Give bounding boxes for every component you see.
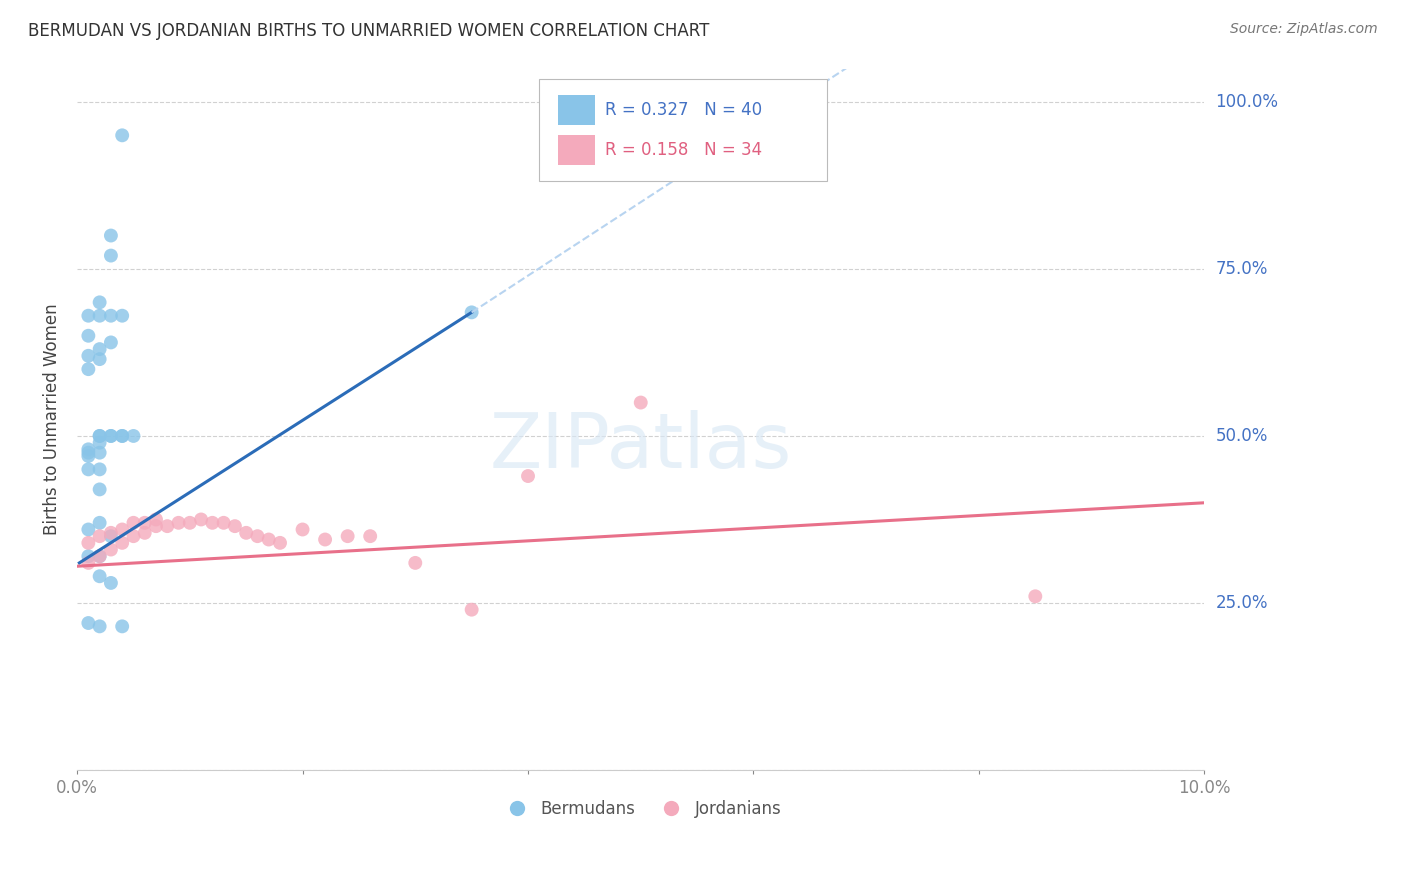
Point: [460, 602, 482, 616]
Point: [212, 516, 235, 530]
Point: [89, 569, 111, 583]
Point: [269, 536, 291, 550]
Text: 75.0%: 75.0%: [1216, 260, 1268, 278]
Text: R = 0.327   N = 40: R = 0.327 N = 40: [605, 101, 762, 119]
FancyBboxPatch shape: [540, 79, 827, 181]
Point: [167, 516, 190, 530]
Point: [77, 549, 100, 564]
Text: ZIPatlas: ZIPatlas: [489, 410, 792, 484]
Point: [224, 519, 246, 533]
Point: [111, 619, 134, 633]
Text: 50.0%: 50.0%: [1216, 427, 1268, 445]
Point: [89, 352, 111, 367]
Point: [100, 529, 122, 543]
Point: [89, 445, 111, 459]
Point: [100, 249, 122, 263]
Point: [235, 525, 257, 540]
Point: [77, 445, 100, 459]
Point: [134, 525, 156, 540]
Point: [77, 349, 100, 363]
Point: [122, 429, 145, 443]
Point: [100, 576, 122, 591]
Point: [460, 305, 482, 319]
Point: [111, 429, 134, 443]
Legend: Bermudans, Jordanians: Bermudans, Jordanians: [494, 794, 789, 825]
Point: [89, 429, 111, 443]
Point: [179, 516, 201, 530]
Point: [89, 549, 111, 564]
Point: [145, 512, 167, 526]
Point: [246, 529, 269, 543]
Point: [156, 519, 179, 533]
Text: R = 0.158   N = 34: R = 0.158 N = 34: [605, 141, 762, 159]
Point: [89, 295, 111, 310]
Text: 100.0%: 100.0%: [1216, 93, 1278, 111]
Point: [111, 309, 134, 323]
Point: [122, 516, 145, 530]
Point: [359, 529, 381, 543]
Y-axis label: Births to Unmarried Women: Births to Unmarried Women: [44, 303, 60, 535]
Point: [77, 462, 100, 476]
Point: [89, 549, 111, 564]
Point: [89, 342, 111, 356]
Point: [190, 512, 212, 526]
Point: [77, 615, 100, 630]
Point: [89, 483, 111, 497]
Point: [100, 429, 122, 443]
Bar: [558, 95, 595, 125]
Point: [77, 536, 100, 550]
Point: [77, 309, 100, 323]
Point: [77, 523, 100, 537]
Point: [111, 429, 134, 443]
Point: [111, 128, 134, 143]
Bar: [558, 136, 595, 165]
Point: [100, 228, 122, 243]
Point: [314, 533, 336, 547]
Point: [77, 328, 100, 343]
Point: [111, 536, 134, 550]
Point: [257, 533, 280, 547]
Point: [145, 519, 167, 533]
Point: [77, 556, 100, 570]
Point: [100, 429, 122, 443]
Point: [89, 462, 111, 476]
Point: [1024, 589, 1046, 603]
Point: [100, 525, 122, 540]
Point: [517, 469, 540, 483]
Point: [404, 556, 426, 570]
Point: [100, 542, 122, 557]
Point: [89, 309, 111, 323]
Point: [100, 309, 122, 323]
Point: [77, 442, 100, 457]
Point: [89, 435, 111, 450]
Point: [89, 429, 111, 443]
Point: [336, 529, 359, 543]
Point: [111, 523, 134, 537]
Point: [77, 449, 100, 463]
Point: [630, 395, 652, 409]
Text: 25.0%: 25.0%: [1216, 594, 1268, 612]
Point: [100, 335, 122, 350]
Text: BERMUDAN VS JORDANIAN BIRTHS TO UNMARRIED WOMEN CORRELATION CHART: BERMUDAN VS JORDANIAN BIRTHS TO UNMARRIE…: [28, 22, 710, 40]
Point: [122, 529, 145, 543]
Point: [89, 529, 111, 543]
Point: [134, 516, 156, 530]
Point: [89, 516, 111, 530]
Text: Source: ZipAtlas.com: Source: ZipAtlas.com: [1230, 22, 1378, 37]
Point: [77, 362, 100, 376]
Point: [201, 516, 224, 530]
Point: [89, 619, 111, 633]
Point: [291, 523, 314, 537]
